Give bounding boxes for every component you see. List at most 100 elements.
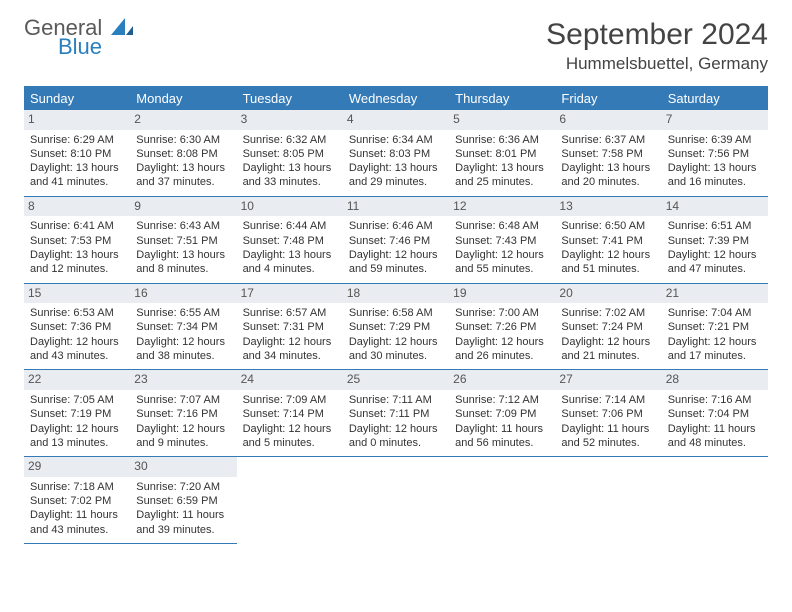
sunset-text: Sunset: 8:01 PM	[455, 147, 549, 161]
sunrise-text: Sunrise: 7:09 AM	[243, 393, 337, 407]
day-number: 18	[343, 284, 449, 304]
daylight-text: Daylight: 12 hours and 55 minutes.	[455, 248, 549, 277]
daylight-text: Daylight: 12 hours and 13 minutes.	[30, 422, 124, 451]
day-cell: 22 Sunrise: 7:05 AMSunset: 7:19 PMDayligh…	[24, 370, 130, 457]
day-cell: 24Sunrise: 7:09 AMSunset: 7:14 PMDayligh…	[237, 370, 343, 457]
daylight-text: Daylight: 12 hours and 51 minutes.	[561, 248, 655, 277]
empty-cell	[343, 457, 449, 544]
sunrise-text: Sunrise: 6:53 AM	[30, 306, 124, 320]
day-cell: 7Sunrise: 6:39 AMSunset: 7:56 PMDaylight…	[662, 110, 768, 197]
sunrise-text: Sunrise: 6:44 AM	[243, 219, 337, 233]
day-number: 29	[24, 457, 130, 477]
sunrise-text: Sunrise: 7:18 AM	[30, 480, 124, 494]
sunset-text: Sunset: 7:26 PM	[455, 320, 549, 334]
day-number: 13	[555, 197, 661, 217]
day-number: 26	[449, 370, 555, 390]
sunrise-text: Sunrise: 6:51 AM	[668, 219, 762, 233]
day-cell: 4Sunrise: 6:34 AMSunset: 8:03 PMDaylight…	[343, 110, 449, 197]
daylight-text: Daylight: 12 hours and 30 minutes.	[349, 335, 443, 364]
daylight-text: Daylight: 13 hours and 25 minutes.	[455, 161, 549, 190]
day-cell: 26Sunrise: 7:12 AMSunset: 7:09 PMDayligh…	[449, 370, 555, 457]
day-cell: 1Sunrise: 6:29 AMSunset: 8:10 PMDaylight…	[24, 110, 130, 197]
day-number: 7	[662, 110, 768, 130]
daylight-text: Daylight: 12 hours and 17 minutes.	[668, 335, 762, 364]
day-cell: 27Sunrise: 7:14 AMSunset: 7:06 PMDayligh…	[555, 370, 661, 457]
daylight-text: Daylight: 11 hours and 43 minutes.	[30, 508, 124, 537]
daylight-text: Daylight: 11 hours and 56 minutes.	[455, 422, 549, 451]
daylight-text: Daylight: 12 hours and 21 minutes.	[561, 335, 655, 364]
daylight-text: Daylight: 13 hours and 29 minutes.	[349, 161, 443, 190]
day-cell: 5Sunrise: 6:36 AMSunset: 8:01 PMDaylight…	[449, 110, 555, 197]
day-cell: 29 Sunrise: 7:18 AMSunset: 7:02 PMDayligh…	[24, 457, 130, 544]
sunrise-text: Sunrise: 7:12 AM	[455, 393, 549, 407]
sunrise-text: Sunrise: 6:50 AM	[561, 219, 655, 233]
daylight-text: Daylight: 13 hours and 8 minutes.	[136, 248, 230, 277]
dow-header: Tuesday	[237, 87, 343, 110]
day-number: 16	[130, 284, 236, 304]
day-cell: 6Sunrise: 6:37 AMSunset: 7:58 PMDaylight…	[555, 110, 661, 197]
day-number: 11	[343, 197, 449, 217]
sunrise-text: Sunrise: 7:14 AM	[561, 393, 655, 407]
dow-header: Friday	[555, 87, 661, 110]
sunset-text: Sunset: 7:46 PM	[349, 234, 443, 248]
daylight-text: Daylight: 12 hours and 9 minutes.	[136, 422, 230, 451]
day-cell: 20Sunrise: 7:02 AMSunset: 7:24 PMDayligh…	[555, 284, 661, 371]
day-number: 14	[662, 197, 768, 217]
day-cell: 21Sunrise: 7:04 AMSunset: 7:21 PMDayligh…	[662, 284, 768, 371]
sunset-text: Sunset: 7:14 PM	[243, 407, 337, 421]
sunset-text: Sunset: 7:02 PM	[30, 494, 124, 508]
daylight-text: Daylight: 12 hours and 43 minutes.	[30, 335, 124, 364]
day-number: 8	[24, 197, 130, 217]
day-number: 23	[130, 370, 236, 390]
sunset-text: Sunset: 7:31 PM	[243, 320, 337, 334]
month-title: September 2024	[546, 18, 768, 52]
sunset-text: Sunset: 7:16 PM	[136, 407, 230, 421]
day-cell: 30Sunrise: 7:20 AMSunset: 6:59 PMDayligh…	[130, 457, 236, 544]
daylight-text: Daylight: 11 hours and 48 minutes.	[668, 422, 762, 451]
day-number: 25	[343, 370, 449, 390]
location: Hummelsbuettel, Germany	[546, 54, 768, 74]
sunset-text: Sunset: 8:10 PM	[30, 147, 124, 161]
day-number: 19	[449, 284, 555, 304]
daylight-text: Daylight: 12 hours and 0 minutes.	[349, 422, 443, 451]
day-number: 10	[237, 197, 343, 217]
daylight-text: Daylight: 13 hours and 37 minutes.	[136, 161, 230, 190]
day-cell: 16Sunrise: 6:55 AMSunset: 7:34 PMDayligh…	[130, 284, 236, 371]
dow-header: Thursday	[449, 87, 555, 110]
day-cell: 28Sunrise: 7:16 AMSunset: 7:04 PMDayligh…	[662, 370, 768, 457]
sunrise-text: Sunrise: 6:39 AM	[668, 133, 762, 147]
sunset-text: Sunset: 7:53 PM	[30, 234, 124, 248]
logo: General Blue	[24, 18, 133, 58]
sunrise-text: Sunrise: 6:55 AM	[136, 306, 230, 320]
daylight-text: Daylight: 12 hours and 59 minutes.	[349, 248, 443, 277]
sunrise-text: Sunrise: 6:57 AM	[243, 306, 337, 320]
day-cell: 3Sunrise: 6:32 AMSunset: 8:05 PMDaylight…	[237, 110, 343, 197]
day-cell: 23Sunrise: 7:07 AMSunset: 7:16 PMDayligh…	[130, 370, 236, 457]
day-cell: 2Sunrise: 6:30 AMSunset: 8:08 PMDaylight…	[130, 110, 236, 197]
sunrise-text: Sunrise: 6:29 AM	[30, 133, 124, 147]
sunset-text: Sunset: 7:39 PM	[668, 234, 762, 248]
calendar-grid: SundayMondayTuesdayWednesdayThursdayFrid…	[24, 86, 768, 544]
sunrise-text: Sunrise: 6:46 AM	[349, 219, 443, 233]
sunrise-text: Sunrise: 7:05 AM	[30, 393, 124, 407]
sunset-text: Sunset: 7:48 PM	[243, 234, 337, 248]
sunrise-text: Sunrise: 7:02 AM	[561, 306, 655, 320]
day-number: 1	[24, 110, 130, 130]
dow-header: Wednesday	[343, 87, 449, 110]
sunrise-text: Sunrise: 7:16 AM	[668, 393, 762, 407]
daylight-text: Daylight: 13 hours and 4 minutes.	[243, 248, 337, 277]
sunset-text: Sunset: 7:19 PM	[30, 407, 124, 421]
daylight-text: Daylight: 12 hours and 5 minutes.	[243, 422, 337, 451]
sunrise-text: Sunrise: 6:36 AM	[455, 133, 549, 147]
day-number: 20	[555, 284, 661, 304]
sunset-text: Sunset: 7:41 PM	[561, 234, 655, 248]
day-cell: 17Sunrise: 6:57 AMSunset: 7:31 PMDayligh…	[237, 284, 343, 371]
daylight-text: Daylight: 13 hours and 20 minutes.	[561, 161, 655, 190]
sunset-text: Sunset: 7:21 PM	[668, 320, 762, 334]
sunset-text: Sunset: 7:11 PM	[349, 407, 443, 421]
sunrise-text: Sunrise: 6:34 AM	[349, 133, 443, 147]
day-number: 22	[24, 370, 130, 390]
daylight-text: Daylight: 11 hours and 39 minutes.	[136, 508, 230, 537]
sunrise-text: Sunrise: 6:32 AM	[243, 133, 337, 147]
day-number: 30	[130, 457, 236, 477]
